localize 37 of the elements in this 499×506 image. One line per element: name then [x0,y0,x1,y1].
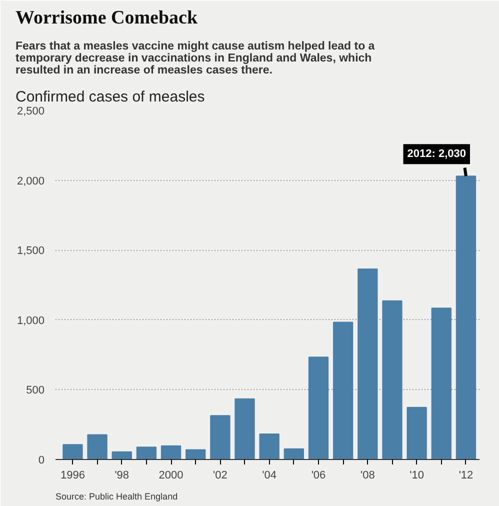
x-tick-label: '12 [458,470,474,482]
bar [136,446,157,460]
x-tick-label: '98 [114,470,130,482]
bar [210,415,230,460]
y-tick-label: 0 [38,454,45,466]
bar [358,268,378,460]
y-tick-label: 500 [26,384,45,397]
bar [332,322,354,460]
y-axis-title: Confirmed cases of measles [16,88,205,106]
y-tick-label: 2,500 [16,106,45,118]
bar [431,308,452,460]
y-tick-label: 2,000 [16,175,45,188]
bar [308,356,329,460]
source-note: Source: Public Health England [56,492,178,502]
bar [259,433,280,460]
bar [234,398,255,460]
y-tick-label: 1,500 [16,245,45,258]
bar [406,406,427,460]
bar [382,300,402,460]
x-tick-label: '04 [262,470,277,482]
x-tick-label: '10 [410,470,424,482]
chart-subtitle: Fears that a measles vaccine might cause autism helped lead to a temporary decrease in vaccinations in England and Wales, which resulted in an increase of measles cases there. [16,40,376,76]
x-tick-label: 2000 [158,470,184,482]
bar [62,444,83,460]
x-tick-label: 1996 [60,470,85,482]
x-tick-label: '06 [311,470,326,482]
bar [112,451,132,460]
x-tick-label: '02 [213,470,228,482]
bar [160,445,182,460]
bar [186,449,206,460]
y-tick-label: 1,000 [16,314,45,327]
bar [284,448,304,460]
x-tick-label: '08 [360,470,375,482]
chart-title: Worrisome Comeback [16,8,198,28]
annotation: 2012: 2,030 [407,148,466,160]
bar [456,176,476,460]
bar [87,434,108,460]
